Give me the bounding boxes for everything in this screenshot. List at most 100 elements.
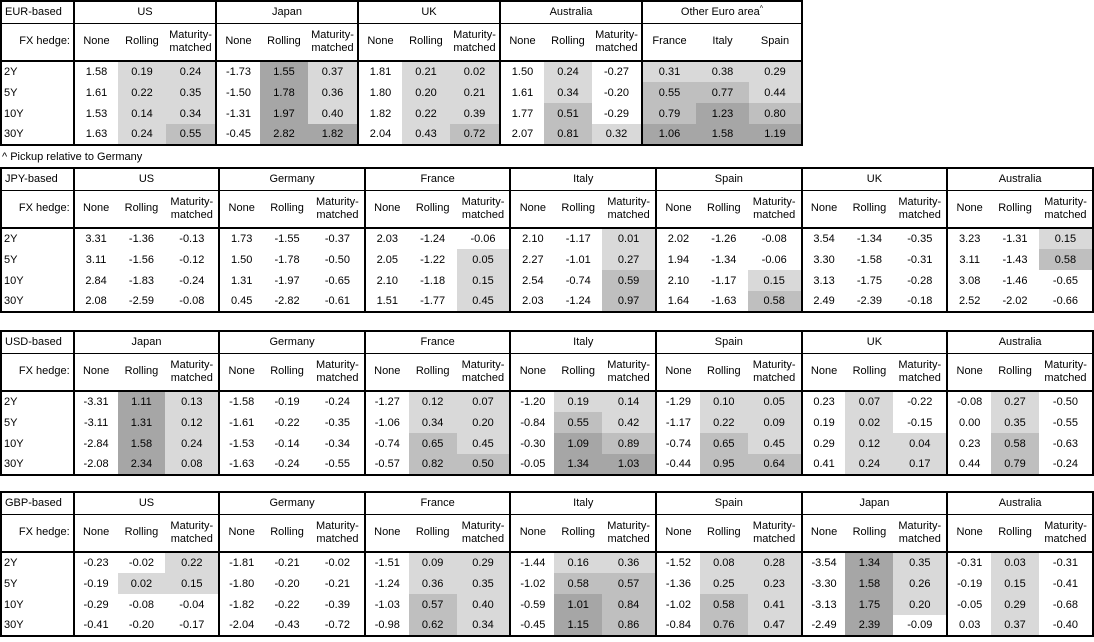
value-cell: 1.06 (641, 124, 696, 145)
value-cell: 2.34 (117, 454, 166, 475)
value-cell: -0.50 (1052, 396, 1078, 408)
value-cell: 0.25 (699, 573, 748, 594)
value-cell: 0.21 (402, 61, 450, 82)
value-cell: 0.55 (554, 412, 603, 433)
value-cell: -1.63 (711, 295, 737, 307)
value-cell: 0.45 (456, 291, 511, 312)
column-header: None (655, 514, 700, 553)
value-cell: -0.17 (179, 619, 205, 631)
value-cell: -0.22 (274, 598, 300, 611)
value-cell: 0.08 (699, 552, 748, 573)
value-cell: 1.82 (357, 103, 402, 124)
column-header: Maturity-matched (310, 353, 365, 392)
column-header: Rolling (699, 190, 748, 229)
value-cell: 0.02 (845, 412, 894, 433)
value-cell: 3.31 (72, 228, 118, 249)
value-cell: -1.24 (363, 573, 409, 594)
value-cell: -0.21 (274, 557, 300, 569)
value-cell: 0.79 (641, 103, 696, 124)
value-cell: 0.29 (800, 433, 846, 454)
table-row: 5Y 1.61 0.22 0.35 -1.50 1.78 0.36 1.80 0.20 0.21 1… (1, 82, 802, 103)
column-header: None (655, 190, 700, 229)
value-cell: 1.01 (554, 594, 603, 615)
value-cell: -1.34 (856, 233, 882, 245)
tenor-label: 2Y (4, 396, 18, 408)
value-cell: 0.24 (544, 61, 592, 82)
value-cell: -0.43 (274, 619, 300, 631)
value-cell: -0.74 (655, 433, 700, 454)
column-header: Rolling (402, 23, 450, 62)
column-header: Rolling (554, 190, 603, 229)
value-cell: 0.24 (166, 61, 216, 82)
value-cell: 2.39 (845, 615, 894, 636)
value-cell: -0.84 (509, 412, 555, 433)
column-header: Rolling (117, 190, 166, 229)
value-cell: -1.83 (128, 274, 154, 287)
value-cell: 2.07 (499, 124, 544, 145)
value-cell: 0.12 (408, 391, 457, 412)
value-cell: 0.58 (747, 291, 802, 312)
value-cell: 1.11 (117, 391, 166, 412)
value-cell: 1.97 (260, 103, 308, 124)
column-header: None (800, 353, 846, 392)
column-header: Maturity-matched (166, 23, 216, 62)
value-cell: -0.22 (274, 416, 300, 429)
value-cell: -0.06 (761, 253, 787, 266)
value-cell: -0.24 (1052, 458, 1078, 470)
value-cell: -0.55 (1052, 416, 1078, 429)
value-cell: 0.29 (456, 552, 511, 573)
country-group-header: Spain (655, 168, 802, 191)
value-cell: 0.36 (602, 552, 657, 573)
value-cell: -0.29 (603, 107, 630, 120)
table-row: 30Y -0.41 -0.20 -0.17 -2.04 -0.43 -0.72 -0.98 0.… (1, 615, 1093, 636)
value-cell: -1.34 (711, 253, 737, 266)
column-header: Rolling (699, 514, 748, 553)
value-cell: 0.03 (991, 552, 1039, 573)
value-cell: -0.30 (509, 433, 555, 454)
column-header: None (509, 190, 555, 229)
column-header: Maturity-matched (165, 353, 220, 392)
value-cell: 2.03 (509, 291, 555, 312)
country-group-header: Spain (655, 492, 802, 515)
value-cell: 0.35 (456, 573, 511, 594)
value-cell: -0.24 (274, 458, 300, 470)
value-cell: 0.09 (408, 552, 457, 573)
value-cell: 0.72 (450, 124, 500, 145)
country-group-header: US (72, 168, 220, 191)
country-group-header: Italy (509, 331, 657, 354)
value-cell: 1.73 (218, 228, 264, 249)
country-group-header: France (363, 492, 511, 515)
value-cell: -0.08 (128, 598, 154, 611)
column-header: Maturity-matched (308, 23, 358, 62)
table-row: 5Y -3.11 1.31 0.12 -1.61 -0.22 -0.35 -1.06 0.34 0… (1, 412, 1093, 433)
value-cell: -1.97 (274, 274, 300, 287)
value-cell: -2.39 (856, 295, 882, 307)
tenor-label: 2Y (4, 66, 18, 78)
column-header: Maturity-matched (893, 514, 948, 553)
country-group-header: Germany (218, 168, 365, 191)
value-cell: 0.24 (118, 124, 166, 145)
value-cell: -0.20 (128, 619, 154, 631)
value-cell: 2.02 (655, 228, 700, 249)
column-header: Maturity-matched (747, 190, 802, 229)
column-header: Maturity-matched (456, 353, 511, 392)
column-header: None (218, 190, 264, 229)
value-cell: -0.35 (324, 416, 350, 429)
column-header: Rolling (117, 353, 166, 392)
footnote-marker: ^ (759, 5, 764, 13)
column-header: France (641, 23, 696, 62)
value-cell: -0.08 (761, 233, 787, 245)
column-header: Maturity-matched (456, 514, 511, 553)
value-cell: 0.97 (602, 291, 657, 312)
value-cell: 1.34 (845, 552, 894, 573)
value-cell: 0.20 (402, 82, 450, 103)
value-cell: -0.04 (179, 598, 205, 611)
value-cell: 0.01 (602, 228, 657, 249)
value-cell: 1.09 (554, 433, 603, 454)
value-cell: -2.84 (72, 433, 118, 454)
column-header: Rolling (991, 514, 1039, 553)
value-cell: -1.58 (856, 253, 882, 266)
value-cell: 0.44 (749, 82, 802, 103)
value-cell: -0.05 (509, 454, 555, 475)
value-cell: -0.20 (603, 86, 630, 99)
